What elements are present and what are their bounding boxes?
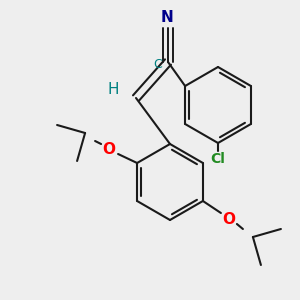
Text: C: C <box>154 58 162 71</box>
Text: O: O <box>222 212 236 226</box>
Text: Cl: Cl <box>211 152 225 166</box>
Text: N: N <box>160 11 173 26</box>
Text: H: H <box>107 82 119 98</box>
Text: O: O <box>103 142 116 157</box>
